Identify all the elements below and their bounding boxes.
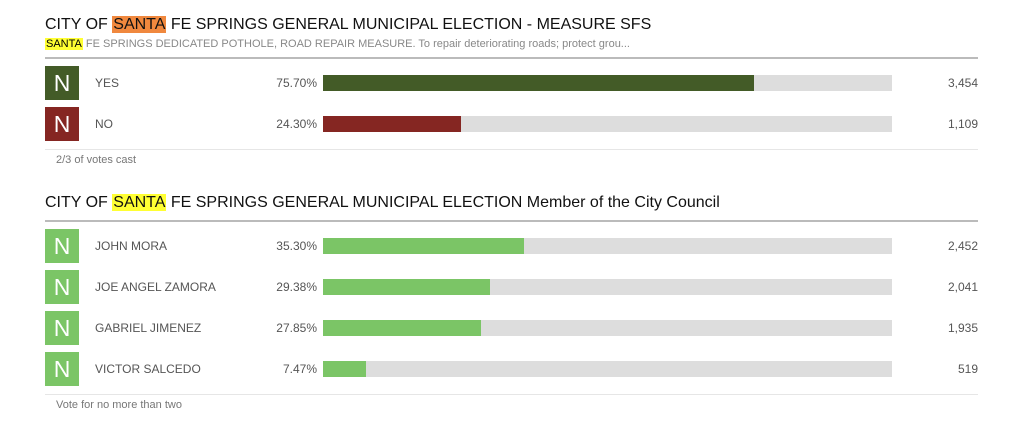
choice-percent: 75.70% [276, 76, 317, 90]
vote-count: 519 [957, 362, 978, 376]
party-badge: N [45, 107, 79, 141]
party-badge: N [45, 352, 79, 386]
choice-percent: 7.47% [282, 362, 317, 376]
choice-row: N JOHN MORA 35.30% 2,452 [45, 229, 978, 263]
divider [45, 57, 978, 59]
party-badge: N [45, 311, 79, 345]
search-highlight: SANTA [45, 38, 83, 50]
divider [45, 394, 978, 395]
vote-count: 1,109 [947, 117, 978, 131]
choice-percent: 29.38% [276, 280, 317, 294]
choice-percent: 35.30% [276, 239, 317, 253]
vote-bar [323, 75, 892, 91]
vote-bar-fill [323, 238, 524, 254]
choice-row: N GABRIEL JIMENEZ 27.85% 1,935 [45, 311, 978, 345]
contest-footer: Vote for no more than two [56, 399, 182, 411]
contest-title: CITY OF SANTA FE SPRINGS GENERAL MUNICIP… [45, 14, 978, 36]
search-highlight: SANTA [112, 194, 167, 211]
divider [45, 149, 978, 150]
vote-bar-fill [323, 75, 754, 91]
vote-count: 1,935 [947, 321, 978, 335]
title-text: CITY OF [45, 16, 113, 33]
title-text: FE SPRINGS GENERAL MUNICIPAL ELECTION - … [166, 16, 652, 33]
choice-name: NO [95, 117, 113, 131]
subtitle-text: FE SPRINGS DEDICATED POTHOLE, ROAD REPAI… [82, 38, 630, 50]
vote-count: 3,454 [947, 76, 978, 90]
contest-measure-sfs: CITY OF SANTA FE SPRINGS GENERAL MUNICIP… [45, 14, 978, 166]
vote-bar [323, 320, 892, 336]
vote-bar [323, 238, 892, 254]
vote-bar-fill [323, 279, 491, 295]
vote-bar-fill [323, 116, 462, 132]
contest-footer: 2/3 of votes cast [56, 154, 137, 166]
choice-name: VICTOR SALCEDO [95, 362, 201, 376]
contest-subtitle: SANTA FE SPRINGS DEDICATED POTHOLE, ROAD… [45, 37, 978, 51]
party-badge: N [45, 66, 79, 100]
choice-name: YES [95, 76, 120, 90]
vote-count: 2,452 [947, 239, 978, 253]
choice-row: N VICTOR SALCEDO 7.47% 519 [45, 352, 978, 386]
choice-name: JOE ANGEL ZAMORA [95, 280, 216, 294]
vote-bar-fill [323, 361, 366, 377]
choice-row: N YES 75.70% 3,454 [45, 66, 978, 100]
search-highlight: SANTA [112, 16, 167, 33]
vote-bar [323, 279, 892, 295]
choice-name: JOHN MORA [95, 239, 167, 253]
choice-row: N NO 24.30% 1,109 [45, 107, 978, 141]
choice-percent: 24.30% [276, 117, 317, 131]
divider [45, 220, 978, 222]
party-badge: N [45, 270, 79, 304]
contest-city-council: CITY OF SANTA FE SPRINGS GENERAL MUNICIP… [45, 192, 978, 411]
party-badge: N [45, 229, 79, 263]
choice-name: GABRIEL JIMENEZ [95, 321, 202, 335]
vote-count: 2,041 [947, 280, 978, 294]
choice-percent: 27.85% [276, 321, 317, 335]
vote-bar [323, 361, 892, 377]
contest-title: CITY OF SANTA FE SPRINGS GENERAL MUNICIP… [45, 192, 978, 214]
choice-row: N JOE ANGEL ZAMORA 29.38% 2,041 [45, 270, 978, 304]
title-text: CITY OF [45, 194, 113, 211]
vote-bar-fill [323, 320, 482, 336]
title-text: FE SPRINGS GENERAL MUNICIPAL ELECTION Me… [166, 194, 720, 211]
vote-bar [323, 116, 892, 132]
